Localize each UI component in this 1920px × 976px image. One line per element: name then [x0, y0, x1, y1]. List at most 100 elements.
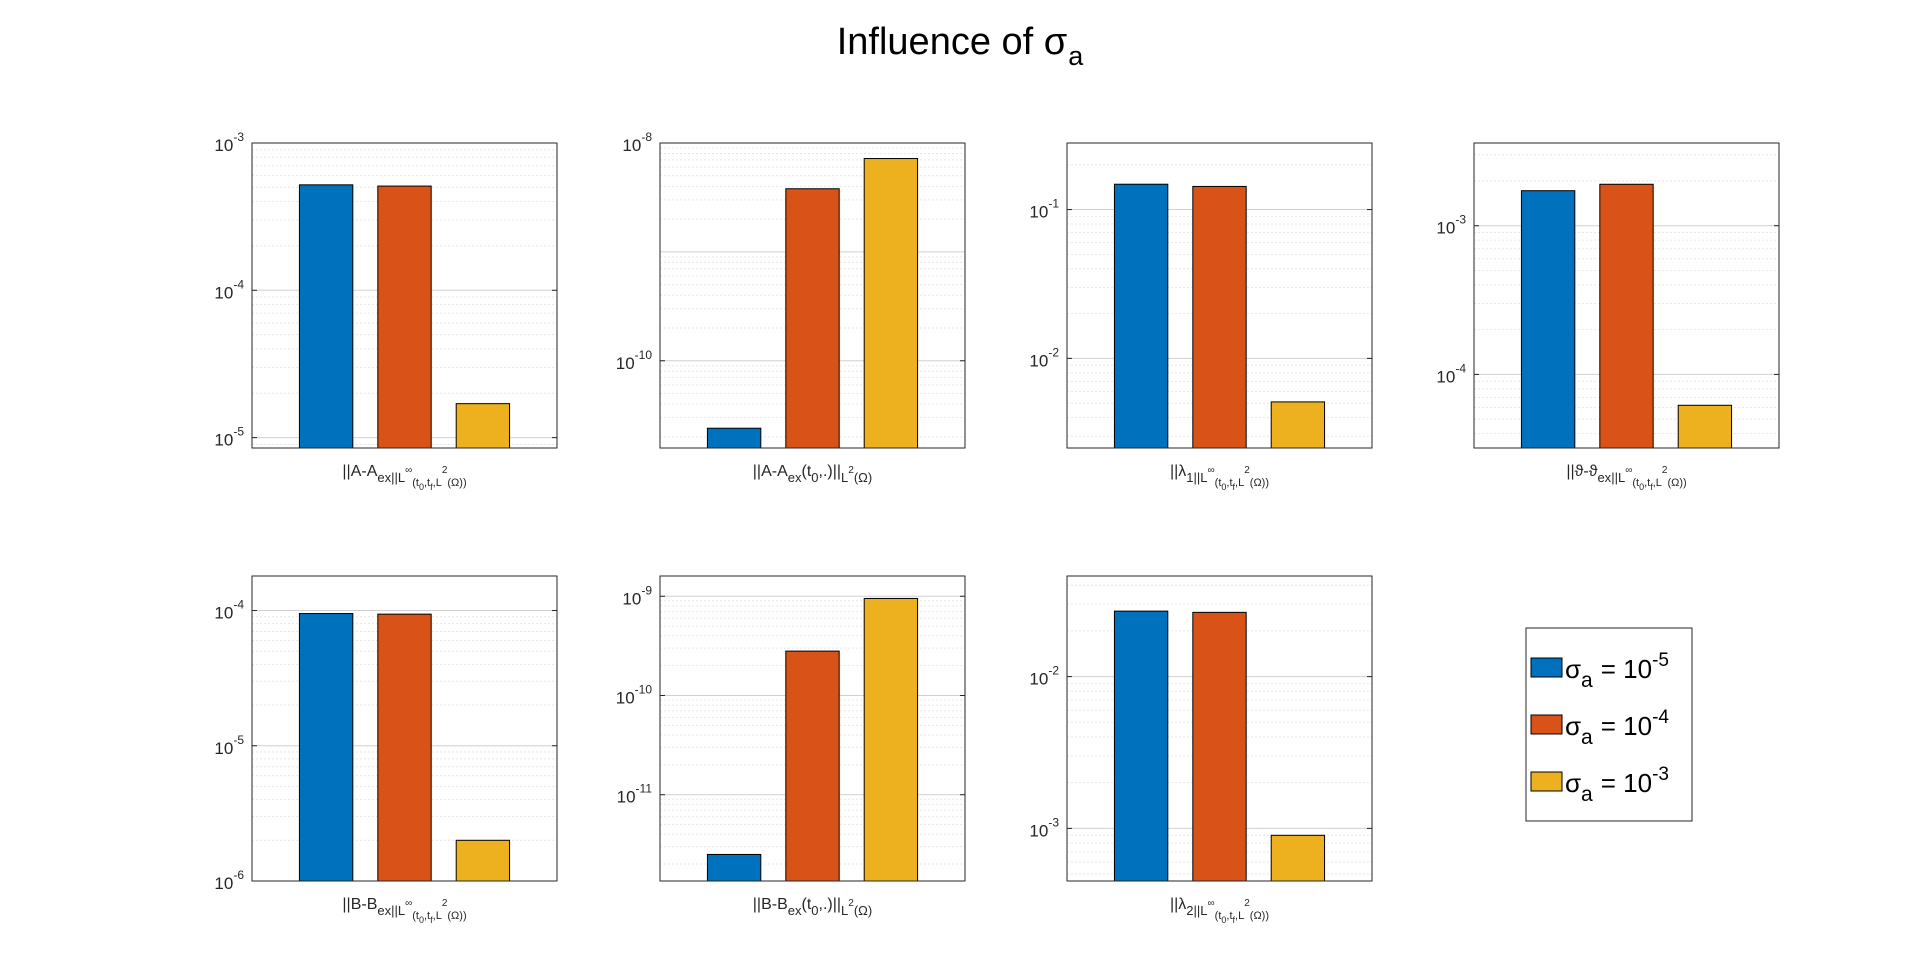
y-tick-base: 10 — [1029, 203, 1048, 222]
x-axis-label-part: (t — [1632, 477, 1639, 489]
axes-box — [659, 142, 966, 449]
x-axis-label-part: ,t — [424, 910, 430, 922]
y-tick-exponent: -4 — [233, 598, 244, 612]
x-axis-label-part: ,t — [1226, 477, 1232, 489]
legend-equation: = 10 — [1601, 711, 1652, 741]
axes-box — [251, 142, 558, 449]
x-axis-label-part: (Ω)) — [1667, 477, 1686, 489]
bar-series-3 — [1677, 404, 1733, 449]
x-axis-label-part: ||ϑ-ϑ — [1566, 463, 1597, 480]
y-tick-label: 10-2 — [1029, 664, 1059, 689]
y-tick-base: 10 — [214, 283, 233, 302]
bar-series-2 — [785, 188, 840, 449]
x-axis-label-part: ||λ — [1170, 896, 1186, 913]
bar-series-1 — [298, 613, 354, 882]
x-axis-label-part: ,.)|| — [819, 896, 842, 913]
x-axis-label-part: (Ω) — [854, 903, 872, 918]
x-axis-label-part: 0 — [811, 470, 818, 485]
x-axis-label-part: 2 — [848, 465, 854, 476]
legend-equation: = 10 — [1601, 768, 1652, 798]
x-axis-label-part: ∞ — [405, 898, 412, 909]
y-tick-exponent: -3 — [233, 130, 244, 144]
y-tick-label: 10-3 — [1029, 815, 1059, 840]
bar-series-1 — [298, 184, 354, 449]
x-axis-label-part: || — [1194, 903, 1201, 918]
legend-swatch — [1530, 771, 1563, 792]
legend-swatch — [1530, 657, 1563, 678]
x-axis-label-part: ex — [377, 903, 391, 918]
legend-exponent: -3 — [1652, 764, 1669, 785]
x-axis-label-part: (t — [1215, 910, 1222, 922]
bar-series-3 — [455, 839, 511, 882]
subplot-7: 10-210-3||λ2||L∞(t0,tf,L2(Ω)) — [1029, 575, 1373, 925]
subplot-2: 10-810-10||A-Aex(t0,.)||L2(Ω) — [616, 130, 966, 485]
x-axis-label-part: f — [430, 915, 433, 925]
y-tick-exponent: -8 — [641, 130, 652, 144]
x-axis-label-part: ∞ — [405, 465, 412, 476]
y-tick-exponent: -2 — [1048, 345, 1059, 359]
y-tick-base: 10 — [622, 589, 641, 608]
x-axis-label: ||λ1||L∞(t0,tf,L2(Ω)) — [1170, 463, 1269, 492]
x-axis-label-part: L — [1200, 903, 1207, 918]
y-tick-base: 10 — [1029, 670, 1048, 689]
y-tick-base: 10 — [214, 136, 233, 155]
y-tick-label: 10-3 — [1436, 213, 1466, 238]
y-tick-label: 10-1 — [1029, 197, 1059, 222]
y-tick-exponent: -11 — [636, 782, 653, 796]
y-tick-exponent: -10 — [635, 348, 653, 362]
legend-label: σa = 10-4 — [1565, 707, 1669, 749]
x-axis-label-part: || — [391, 903, 398, 918]
x-axis-label-part: L — [1618, 470, 1625, 485]
y-tick-label: 10-10 — [616, 682, 653, 707]
x-axis-label: ||B-Bex(t0,.)||L2(Ω) — [753, 896, 872, 918]
x-axis-label-part: 2 — [1186, 903, 1193, 918]
x-axis-label-part: f — [1233, 482, 1236, 492]
x-axis-label-part: (Ω)) — [447, 477, 466, 489]
x-axis-label-part: ex — [788, 903, 802, 918]
legend-label: σa = 10-3 — [1565, 764, 1669, 806]
bar-series-1 — [1113, 610, 1169, 882]
x-axis-label-part: ||A-A — [753, 463, 788, 480]
x-axis-label-part: ||B-B — [753, 896, 788, 913]
bar-series-3 — [1270, 834, 1326, 882]
x-axis-label-part: (t — [801, 896, 811, 913]
y-tick-base: 10 — [214, 431, 233, 450]
legend-equation: = 10 — [1601, 654, 1652, 684]
y-tick-exponent: -6 — [233, 868, 244, 882]
subplot-5: 10-410-510-6||B-Bex||L∞(t0,tf,L2(Ω)) — [214, 575, 558, 925]
x-axis-label-part: ,.)|| — [819, 463, 842, 480]
x-axis-label-part: || — [1611, 470, 1618, 485]
bar-series-3 — [1270, 401, 1326, 449]
y-tick-base: 10 — [1029, 821, 1048, 840]
bar-series-2 — [1192, 185, 1247, 449]
x-axis-label-part: ex — [377, 470, 391, 485]
legend-symbol: σ — [1565, 711, 1581, 741]
legend-subscript: a — [1581, 726, 1593, 749]
legend-symbol: σ — [1565, 768, 1581, 798]
y-tick-exponent: -5 — [233, 733, 244, 747]
axes-box — [659, 575, 966, 882]
legend-swatch — [1530, 714, 1563, 735]
x-axis-label-part: 1 — [1186, 470, 1193, 485]
legend-subscript: a — [1581, 669, 1593, 692]
legend-symbol: σ — [1565, 654, 1581, 684]
y-tick-base: 10 — [616, 354, 635, 373]
y-tick-base: 10 — [214, 604, 233, 623]
bar-series-3 — [863, 597, 919, 882]
x-axis-label-part: L — [841, 903, 848, 918]
x-axis-label-part: ,L — [1235, 910, 1244, 922]
y-tick-base: 10 — [622, 136, 641, 155]
x-axis-label-part: ||A-A — [342, 463, 377, 480]
x-axis-label-part: 2 — [442, 898, 448, 909]
x-axis-label-part: ||λ — [1170, 463, 1186, 480]
axes-layer: 10-310-410-5||A-Aex||L∞(t0,tf,L2(Ω))10-8… — [214, 130, 1780, 925]
x-axis-label-part: (t — [1215, 477, 1222, 489]
axes-box — [1066, 575, 1373, 882]
x-axis-label-part: (Ω)) — [1250, 477, 1269, 489]
x-axis-label-part: 2 — [1244, 465, 1250, 476]
x-axis-label: ||A-Aex||L∞(t0,tf,L2(Ω)) — [342, 463, 466, 492]
bar-series-2 — [1192, 611, 1247, 882]
y-tick-base: 10 — [617, 788, 636, 807]
x-axis-label-part: ,t — [1644, 477, 1650, 489]
y-tick-exponent: -3 — [1455, 213, 1466, 227]
